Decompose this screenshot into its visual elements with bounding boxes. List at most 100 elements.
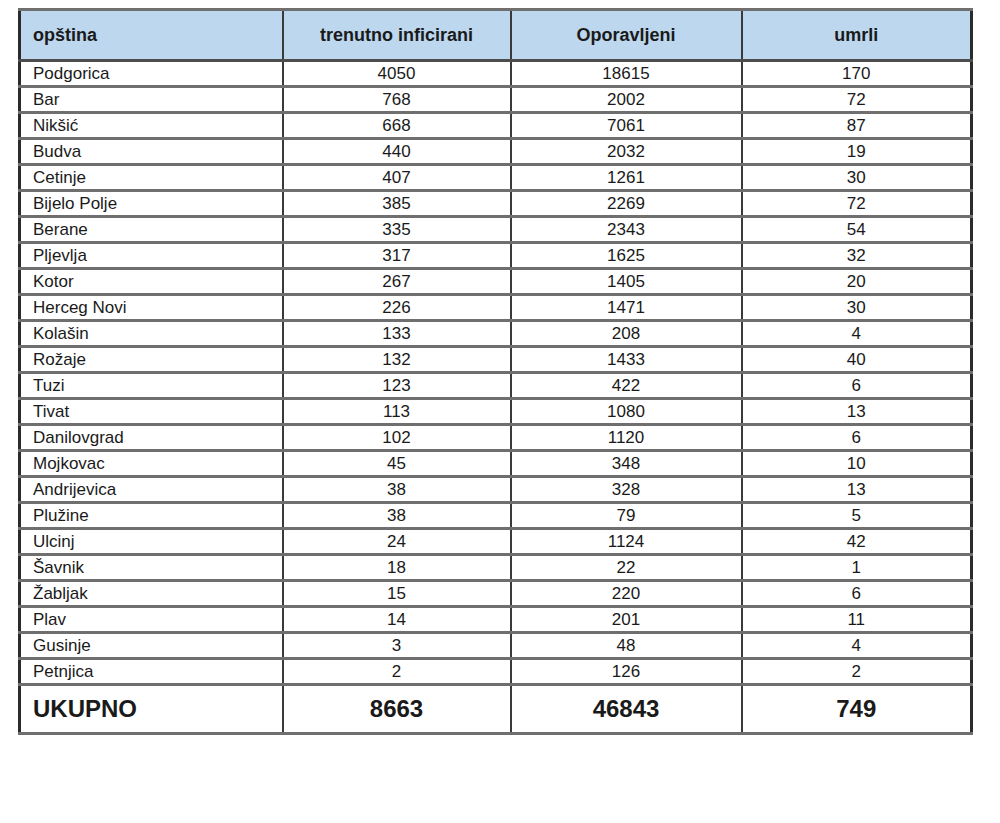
recovered-cell: 1433 [511, 347, 742, 373]
infected-cell: 267 [283, 269, 511, 295]
deaths-cell: 40 [742, 347, 972, 373]
col-header-trenutno-inficirani: trenutno inficirani [283, 10, 511, 61]
infected-cell: 768 [283, 87, 511, 113]
recovered-cell: 126 [511, 659, 742, 685]
infected-cell: 24 [283, 529, 511, 555]
table-row: Bar 768 2002 72 [20, 87, 972, 113]
municipality-name-cell: Podgorica [20, 61, 283, 87]
table-row: Budva 440 2032 19 [20, 139, 972, 165]
table-row: Berane 335 2343 54 [20, 217, 972, 243]
municipality-name-cell: Žabljak [20, 581, 283, 607]
municipality-name-cell: Bijelo Polje [20, 191, 283, 217]
recovered-cell: 328 [511, 477, 742, 503]
table-row: Pljevlja 317 1625 32 [20, 243, 972, 269]
municipality-name-cell: Danilovgrad [20, 425, 283, 451]
deaths-cell: 13 [742, 399, 972, 425]
total-recovered-cell: 46843 [511, 685, 742, 734]
table-row: Mojkovac 45 348 10 [20, 451, 972, 477]
municipality-name-cell: Ulcinj [20, 529, 283, 555]
total-deaths-cell: 749 [742, 685, 972, 734]
municipality-name-cell: Mojkovac [20, 451, 283, 477]
recovered-cell: 2343 [511, 217, 742, 243]
recovered-cell: 220 [511, 581, 742, 607]
table-row: Ulcinj 24 1124 42 [20, 529, 972, 555]
recovered-cell: 2002 [511, 87, 742, 113]
table-row: Nikšić 668 7061 87 [20, 113, 972, 139]
deaths-cell: 54 [742, 217, 972, 243]
table-row: Plav 14 201 11 [20, 607, 972, 633]
municipality-name-cell: Plužine [20, 503, 283, 529]
recovered-cell: 18615 [511, 61, 742, 87]
deaths-cell: 5 [742, 503, 972, 529]
recovered-cell: 2269 [511, 191, 742, 217]
municipality-name-cell: Gusinje [20, 633, 283, 659]
col-header-umrli: umrli [742, 10, 972, 61]
table-row: Šavnik 18 22 1 [20, 555, 972, 581]
infected-cell: 226 [283, 295, 511, 321]
municipality-name-cell: Kotor [20, 269, 283, 295]
municipality-name-cell: Šavnik [20, 555, 283, 581]
table-row: Bijelo Polje 385 2269 72 [20, 191, 972, 217]
municipality-name-cell: Plav [20, 607, 283, 633]
deaths-cell: 19 [742, 139, 972, 165]
infected-cell: 407 [283, 165, 511, 191]
infected-cell: 3 [283, 633, 511, 659]
infected-cell: 385 [283, 191, 511, 217]
municipality-name-cell: Rožaje [20, 347, 283, 373]
recovered-cell: 348 [511, 451, 742, 477]
deaths-cell: 2 [742, 659, 972, 685]
infected-cell: 15 [283, 581, 511, 607]
infected-cell: 102 [283, 425, 511, 451]
deaths-cell: 72 [742, 87, 972, 113]
municipality-name-cell: Bar [20, 87, 283, 113]
infected-cell: 335 [283, 217, 511, 243]
recovered-cell: 1625 [511, 243, 742, 269]
recovered-cell: 201 [511, 607, 742, 633]
infected-cell: 2 [283, 659, 511, 685]
total-label: UKUPNO [20, 685, 283, 734]
infected-cell: 317 [283, 243, 511, 269]
recovered-cell: 1405 [511, 269, 742, 295]
recovered-cell: 208 [511, 321, 742, 347]
infected-cell: 133 [283, 321, 511, 347]
municipality-name-cell: Petnjica [20, 659, 283, 685]
deaths-cell: 32 [742, 243, 972, 269]
table-row: Petnjica 2 126 2 [20, 659, 972, 685]
deaths-cell: 6 [742, 581, 972, 607]
deaths-cell: 42 [742, 529, 972, 555]
deaths-cell: 6 [742, 373, 972, 399]
municipality-name-cell: Herceg Novi [20, 295, 283, 321]
recovered-cell: 1261 [511, 165, 742, 191]
table-row: Gusinje 3 48 4 [20, 633, 972, 659]
table-row: Andrijevica 38 328 13 [20, 477, 972, 503]
deaths-cell: 20 [742, 269, 972, 295]
municipality-name-cell: Berane [20, 217, 283, 243]
recovered-cell: 1124 [511, 529, 742, 555]
infected-cell: 38 [283, 477, 511, 503]
table-row: Plužine 38 79 5 [20, 503, 972, 529]
recovered-cell: 1120 [511, 425, 742, 451]
recovered-cell: 422 [511, 373, 742, 399]
deaths-cell: 4 [742, 321, 972, 347]
table-row: Podgorica 4050 18615 170 [20, 61, 972, 87]
municipality-name-cell: Cetinje [20, 165, 283, 191]
infected-cell: 4050 [283, 61, 511, 87]
recovered-cell: 79 [511, 503, 742, 529]
table-row: Tuzi 123 422 6 [20, 373, 972, 399]
deaths-cell: 10 [742, 451, 972, 477]
infected-cell: 45 [283, 451, 511, 477]
municipality-name-cell: Kolašin [20, 321, 283, 347]
header-row: opština trenutno inficirani Oporavljeni … [20, 10, 972, 61]
recovered-cell: 1080 [511, 399, 742, 425]
table-row: Danilovgrad 102 1120 6 [20, 425, 972, 451]
infected-cell: 14 [283, 607, 511, 633]
deaths-cell: 13 [742, 477, 972, 503]
deaths-cell: 30 [742, 295, 972, 321]
recovered-cell: 1471 [511, 295, 742, 321]
municipality-name-cell: Pljevlja [20, 243, 283, 269]
table-row: Cetinje 407 1261 30 [20, 165, 972, 191]
table-row: Rožaje 132 1433 40 [20, 347, 972, 373]
table-row: Kolašin 133 208 4 [20, 321, 972, 347]
table-body: Podgorica 4050 18615 170 Bar 768 2002 72… [20, 61, 972, 685]
municipality-name-cell: Tuzi [20, 373, 283, 399]
